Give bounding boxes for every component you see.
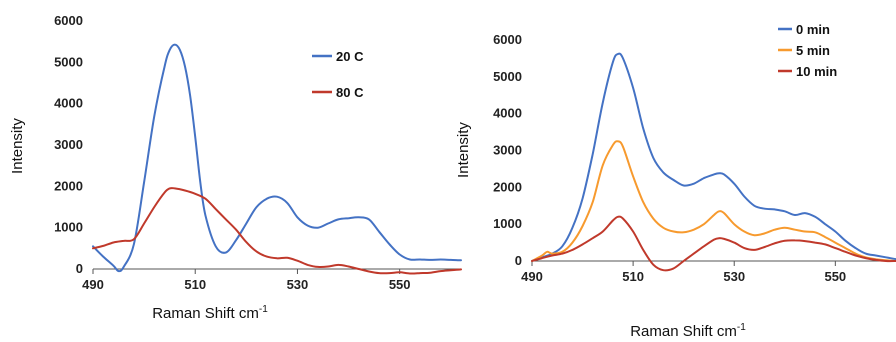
- left-x-tick-label: 550: [389, 277, 411, 292]
- right-series-line-0: [531, 52, 896, 262]
- right-x-axis-title: Raman Shift cm-1: [630, 322, 746, 340]
- left-x-tick-label: 490: [82, 277, 104, 292]
- right-y-tick-label: 2000: [493, 179, 522, 194]
- right-legend-label-0: 0 min: [796, 22, 830, 37]
- right-y-tick-label: 1000: [493, 216, 522, 231]
- chart-left: 0 1000 2000 3000 4000 5000 6000 490 510 530 550 I…: [9, 13, 462, 322]
- left-legend: 20 C 80 C: [312, 49, 364, 100]
- left-y-tick-label: 3000: [54, 137, 83, 152]
- right-x-tick-label: 510: [622, 269, 644, 284]
- right-y-tick-label: 3000: [493, 143, 522, 158]
- right-x-axis-title-main: Raman Shift cm: [630, 323, 737, 340]
- right-x-tick-label: 490: [521, 269, 543, 284]
- left-x-axis-title-main: Raman Shift cm: [152, 305, 259, 322]
- right-x-tick-label: 530: [723, 269, 745, 284]
- right-legend-label-2: 10 min: [796, 64, 837, 79]
- right-y-axis-title: Intensity: [455, 122, 472, 178]
- right-series-line-1: [531, 140, 896, 262]
- left-series-line-0: [92, 43, 462, 273]
- left-y-tick-label: 2000: [54, 178, 83, 193]
- right-x-axis-title-sup: -1: [737, 322, 746, 333]
- right-legend-label-1: 5 min: [796, 43, 830, 58]
- left-y-ticks: 0 1000 2000 3000 4000 5000 6000: [54, 13, 83, 276]
- left-y-tick-label: 6000: [54, 13, 83, 28]
- left-x-tick-label: 510: [184, 277, 206, 292]
- right-y-tick-label: 4000: [493, 106, 522, 121]
- right-y-tick-label: 6000: [493, 32, 522, 47]
- chart-right: 0 1000 2000 3000 4000 5000 6000 490 510 530 550 I…: [455, 22, 896, 340]
- left-y-tick-label: 1000: [54, 220, 83, 235]
- left-y-tick-label: 5000: [54, 54, 83, 69]
- left-x-axis-title-sup: -1: [259, 304, 268, 315]
- left-legend-label-0: 20 C: [336, 49, 364, 64]
- right-legend: 0 min 5 min 10 min: [778, 22, 837, 79]
- left-series-group: [92, 43, 462, 275]
- right-y-ticks: 0 1000 2000 3000 4000 5000 6000: [493, 32, 522, 268]
- left-series-line-1: [92, 187, 462, 275]
- right-series-group: [531, 52, 896, 272]
- right-y-tick-label: 0: [515, 253, 522, 268]
- left-y-tick-label: 0: [76, 261, 83, 276]
- right-y-tick-label: 5000: [493, 69, 522, 84]
- left-x-ticks: 490 510 530 550: [82, 269, 411, 292]
- left-y-axis-title: Intensity: [9, 118, 26, 174]
- left-y-tick-label: 4000: [54, 96, 83, 111]
- left-x-axis-title: Raman Shift cm-1: [152, 304, 268, 322]
- right-series-line-2: [531, 215, 896, 272]
- left-x-tick-label: 530: [287, 277, 309, 292]
- left-legend-label-1: 80 C: [336, 85, 364, 100]
- right-x-tick-label: 550: [824, 269, 846, 284]
- right-x-ticks: 490 510 530 550: [521, 261, 846, 284]
